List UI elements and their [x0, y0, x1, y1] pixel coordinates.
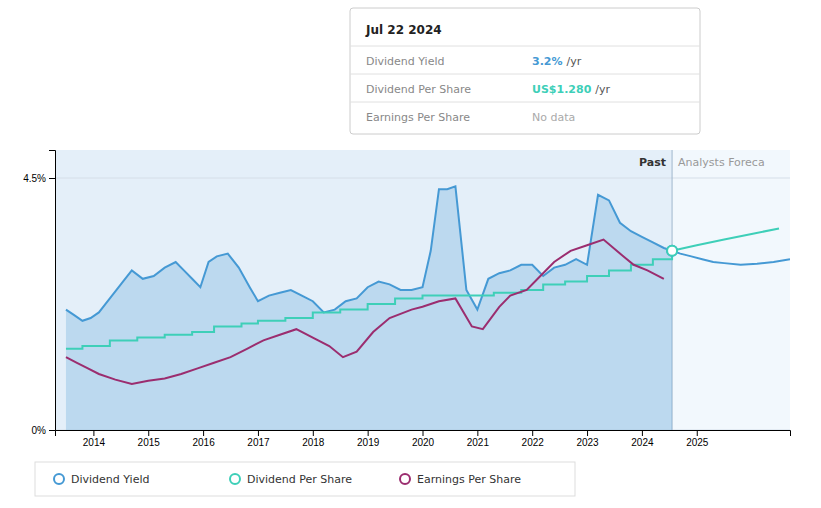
y-tick-mark: [49, 430, 55, 431]
tooltip-divider: [350, 46, 700, 47]
x-tick-mark: [532, 430, 533, 436]
grid-line: [55, 178, 790, 179]
region-background: [672, 150, 790, 430]
x-tick: 2017: [247, 430, 270, 448]
tooltip-row-label: Dividend Yield: [366, 55, 444, 68]
x-tick-label: 2025: [686, 437, 709, 448]
tooltip-row-value: 3.2%: [532, 55, 563, 68]
y-tick-mark: [49, 178, 55, 179]
x-axis: 2014 2015 2016 2017 2018 2019 2020 2021 2022 2023…: [56, 430, 791, 448]
tooltip-title: Jul 22 2024: [365, 23, 442, 37]
tooltip: Jul 22 2024 Dividend Yield 3.2% /yr Dividend…: [350, 8, 700, 134]
x-tick-label: 2024: [631, 437, 654, 448]
region-label: Past: [639, 156, 666, 169]
x-tick-label: 2023: [576, 437, 599, 448]
x-tick-mark: [423, 430, 424, 436]
x-tick: 2019: [357, 430, 380, 448]
x-tick-mark: [477, 430, 478, 436]
series-line: [672, 228, 779, 250]
x-tick: 2016: [192, 430, 215, 448]
x-tick: 2015: [138, 430, 161, 448]
grid: [55, 178, 790, 430]
x-tick-mark: [642, 430, 643, 436]
legend-label: Dividend Yield: [71, 473, 149, 486]
legend-item: Dividend Yield: [54, 473, 149, 486]
tooltip-row-label: Dividend Per Share: [366, 83, 471, 96]
chart: 2014 2015 2016 2017 2018 2019 2020 2021 2022 2023…: [0, 0, 821, 508]
x-tick-mark: [587, 430, 588, 436]
series-line: [66, 254, 672, 349]
x-axis-line: [56, 431, 791, 437]
y-tick-label: 0%: [32, 425, 47, 436]
series-line: [672, 251, 790, 265]
y-tick: 0%: [32, 425, 55, 436]
x-tick-label: 2021: [467, 437, 490, 448]
x-tick-mark: [368, 430, 369, 436]
tooltip-divider: [350, 102, 700, 103]
y-tick-label: 4.5%: [23, 173, 46, 184]
tooltip-row-value-text: No data: [532, 111, 575, 124]
legend-marker: [230, 474, 240, 484]
x-tick-mark: [93, 430, 94, 436]
x-tick-mark: [203, 430, 204, 436]
legend-item: Dividend Per Share: [230, 473, 352, 486]
x-tick-label: 2018: [302, 437, 325, 448]
legend-marker: [54, 474, 64, 484]
tooltip-box: [350, 8, 700, 134]
y-axis: 0% 4.5%: [23, 151, 55, 436]
point-marker: [667, 246, 677, 256]
x-tick-label: 2017: [247, 437, 270, 448]
legend-label: Earnings Per Share: [417, 473, 521, 486]
series-line: [66, 186, 672, 320]
plot-area: [55, 150, 790, 430]
x-tick-mark: [697, 430, 698, 436]
x-tick-label: 2014: [83, 437, 106, 448]
x-tick: 2014: [83, 430, 106, 448]
x-tick-label: 2020: [412, 437, 435, 448]
x-tick: 2022: [522, 430, 545, 448]
legend-box: [35, 462, 575, 496]
tooltip-divider: [350, 74, 700, 75]
series-line: [66, 240, 664, 384]
legend-marker: [400, 474, 410, 484]
x-tick: 2023: [576, 430, 599, 448]
legend-label: Dividend Per Share: [247, 473, 352, 486]
x-tick: 2024: [631, 430, 654, 448]
region-background: [55, 150, 672, 430]
tooltip-row-suffix: /yr: [567, 55, 582, 68]
y-tick: 4.5%: [23, 173, 55, 184]
y-axis-line: [49, 151, 56, 431]
region-label: Analysts Foreca: [678, 156, 765, 169]
tooltip-row-value-text: 3.2% /yr: [532, 55, 582, 68]
x-tick-label: 2015: [138, 437, 161, 448]
area-fill: [66, 186, 672, 430]
x-tick: 2021: [467, 430, 490, 448]
tooltip-row-value: US$1.280: [532, 83, 592, 96]
tooltip-row-value: No data: [532, 111, 575, 124]
x-tick-label: 2019: [357, 437, 380, 448]
legend-item: Earnings Per Share: [400, 473, 521, 486]
x-tick: 2025: [686, 430, 709, 448]
legend: Dividend Yield Dividend Per Share Earnings…: [35, 462, 575, 496]
x-tick-label: 2022: [522, 437, 545, 448]
x-tick-label: 2016: [192, 437, 215, 448]
tooltip-row-suffix: /yr: [595, 83, 610, 96]
x-tick: 2020: [412, 430, 435, 448]
x-tick-mark: [258, 430, 259, 436]
tooltip-row-value-text: US$1.280/yr: [532, 83, 611, 96]
x-tick: 2018: [302, 430, 325, 448]
tooltip-row-label: Earnings Per Share: [366, 111, 470, 124]
point-marker: [667, 246, 677, 256]
x-tick-mark: [148, 430, 149, 436]
x-tick-mark: [313, 430, 314, 436]
series-group: [66, 186, 790, 430]
